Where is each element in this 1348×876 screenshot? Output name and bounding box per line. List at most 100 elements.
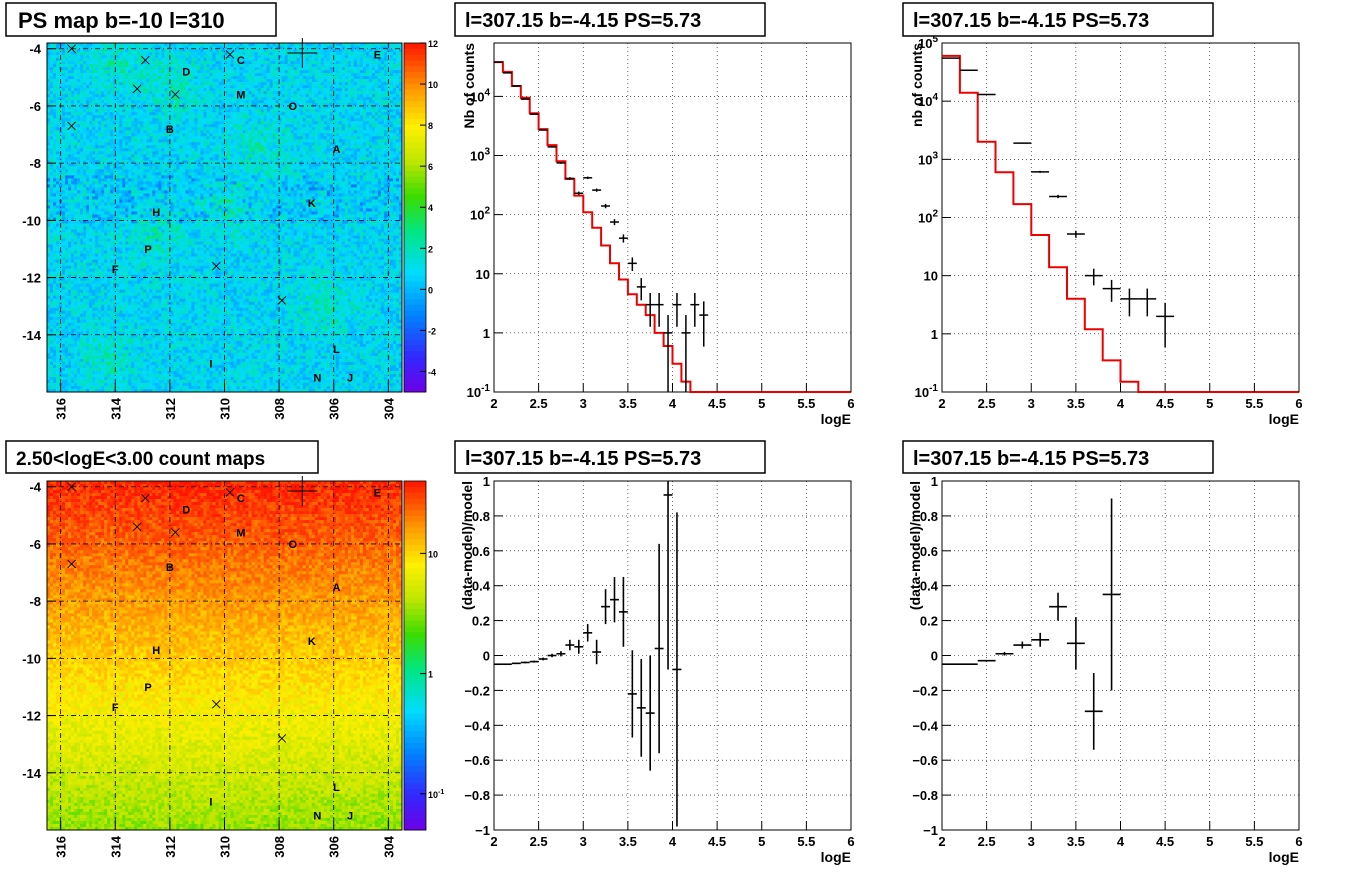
heatmap-cell [215,55,218,58]
heatmap-cell [333,130,336,133]
heatmap-cell [137,55,140,58]
heatmap-cell [191,94,194,97]
heatmap-cell [113,160,116,163]
heatmap-cell [396,130,399,133]
heatmap-cell [134,130,137,133]
heatmap-cell [86,64,89,67]
heatmap-cell [258,85,261,88]
heatmap-cell [113,127,116,130]
heatmap-cell [116,124,119,127]
heatmap-cell [303,97,306,100]
heatmap-cell [270,67,273,70]
heatmap-cell [167,145,170,148]
heatmap-cell [89,169,92,172]
heatmap-cell [354,106,357,109]
heatmap-cell [209,100,212,103]
heatmap-cell [252,112,255,115]
heatmap-cell [77,70,80,73]
heatmap-cell [50,121,53,124]
heatmap-cell [291,157,294,160]
heatmap-cell [237,127,240,130]
heatmap-cell [261,112,264,115]
heatmap-cell [375,67,378,70]
heatmap-cell [255,136,258,139]
heatmap-cell [285,115,288,118]
heatmap-cell [62,49,65,52]
heatmap-cell [188,139,191,142]
heatmap-cell [363,52,366,55]
heatmap-cell [161,142,164,145]
heatmap-cell [285,100,288,103]
heatmap-cell [252,109,255,112]
heatmap-cell [203,61,206,64]
heatmap-cell [170,145,173,148]
heatmap-cell [62,169,65,172]
heatmap-cell [209,67,212,70]
heatmap-cell [68,67,71,70]
heatmap-cell [95,148,98,151]
heatmap-cell [125,91,128,94]
heatmap-cell [357,133,360,136]
heatmap-cell [146,82,149,85]
heatmap-cell [215,49,218,52]
heatmap-cell [56,70,59,73]
heatmap-cell [393,55,396,58]
heatmap-cell [188,61,191,64]
heatmap-cell [393,166,396,169]
heatmap-cell [378,106,381,109]
heatmap-cell [264,55,267,58]
heatmap-cell [170,55,173,58]
heatmap-cell [297,151,300,154]
heatmap-cell [170,148,173,151]
heatmap-cell [261,58,264,61]
heatmap-cell [336,55,339,58]
heatmap-cell [387,133,390,136]
heatmap-cell [315,58,318,61]
heatmap-cell [92,160,95,163]
heatmap-cell [306,145,309,148]
heatmap-cell [273,97,276,100]
heatmap-cell [303,136,306,139]
heatmap-cell [255,52,258,55]
heatmap-cell [309,118,312,121]
heatmap-cell [234,166,237,169]
heatmap-cell [336,52,339,55]
heatmap-cell [372,100,375,103]
heatmap-cell [77,64,80,67]
heatmap-cell [110,145,113,148]
heatmap-cell [309,106,312,109]
heatmap-cell [143,52,146,55]
heatmap-cell [101,118,104,121]
heatmap-cell [291,70,294,73]
heatmap-cell [179,85,182,88]
heatmap-cell [333,121,336,124]
heatmap-cell [158,58,161,61]
heatmap-cell [276,70,279,73]
heatmap-cell [101,112,104,115]
heatmap-cell [53,76,56,79]
heatmap-cell [393,139,396,142]
heatmap-cell [309,145,312,148]
heatmap-cell [131,130,134,133]
heatmap-cell [363,55,366,58]
heatmap-cell [164,169,167,172]
heatmap-cell [179,55,182,58]
heatmap-cell [98,154,101,157]
heatmap-cell [375,136,378,139]
heatmap-cell [393,136,396,139]
heatmap-cell [381,94,384,97]
heatmap-cell [315,94,318,97]
heatmap-cell [333,52,336,55]
heatmap-cell [134,166,137,169]
heatmap-cell [131,106,134,109]
heatmap-cell [252,157,255,160]
heatmap-cell [56,46,59,49]
heatmap-cell [300,109,303,112]
heatmap-cell [137,97,140,100]
heatmap-cell [212,88,215,91]
heatmap-cell [194,73,197,76]
heatmap-cell [116,169,119,172]
heatmap-cell [62,130,65,133]
heatmap-cell [215,97,218,100]
heatmap-cell [119,94,122,97]
